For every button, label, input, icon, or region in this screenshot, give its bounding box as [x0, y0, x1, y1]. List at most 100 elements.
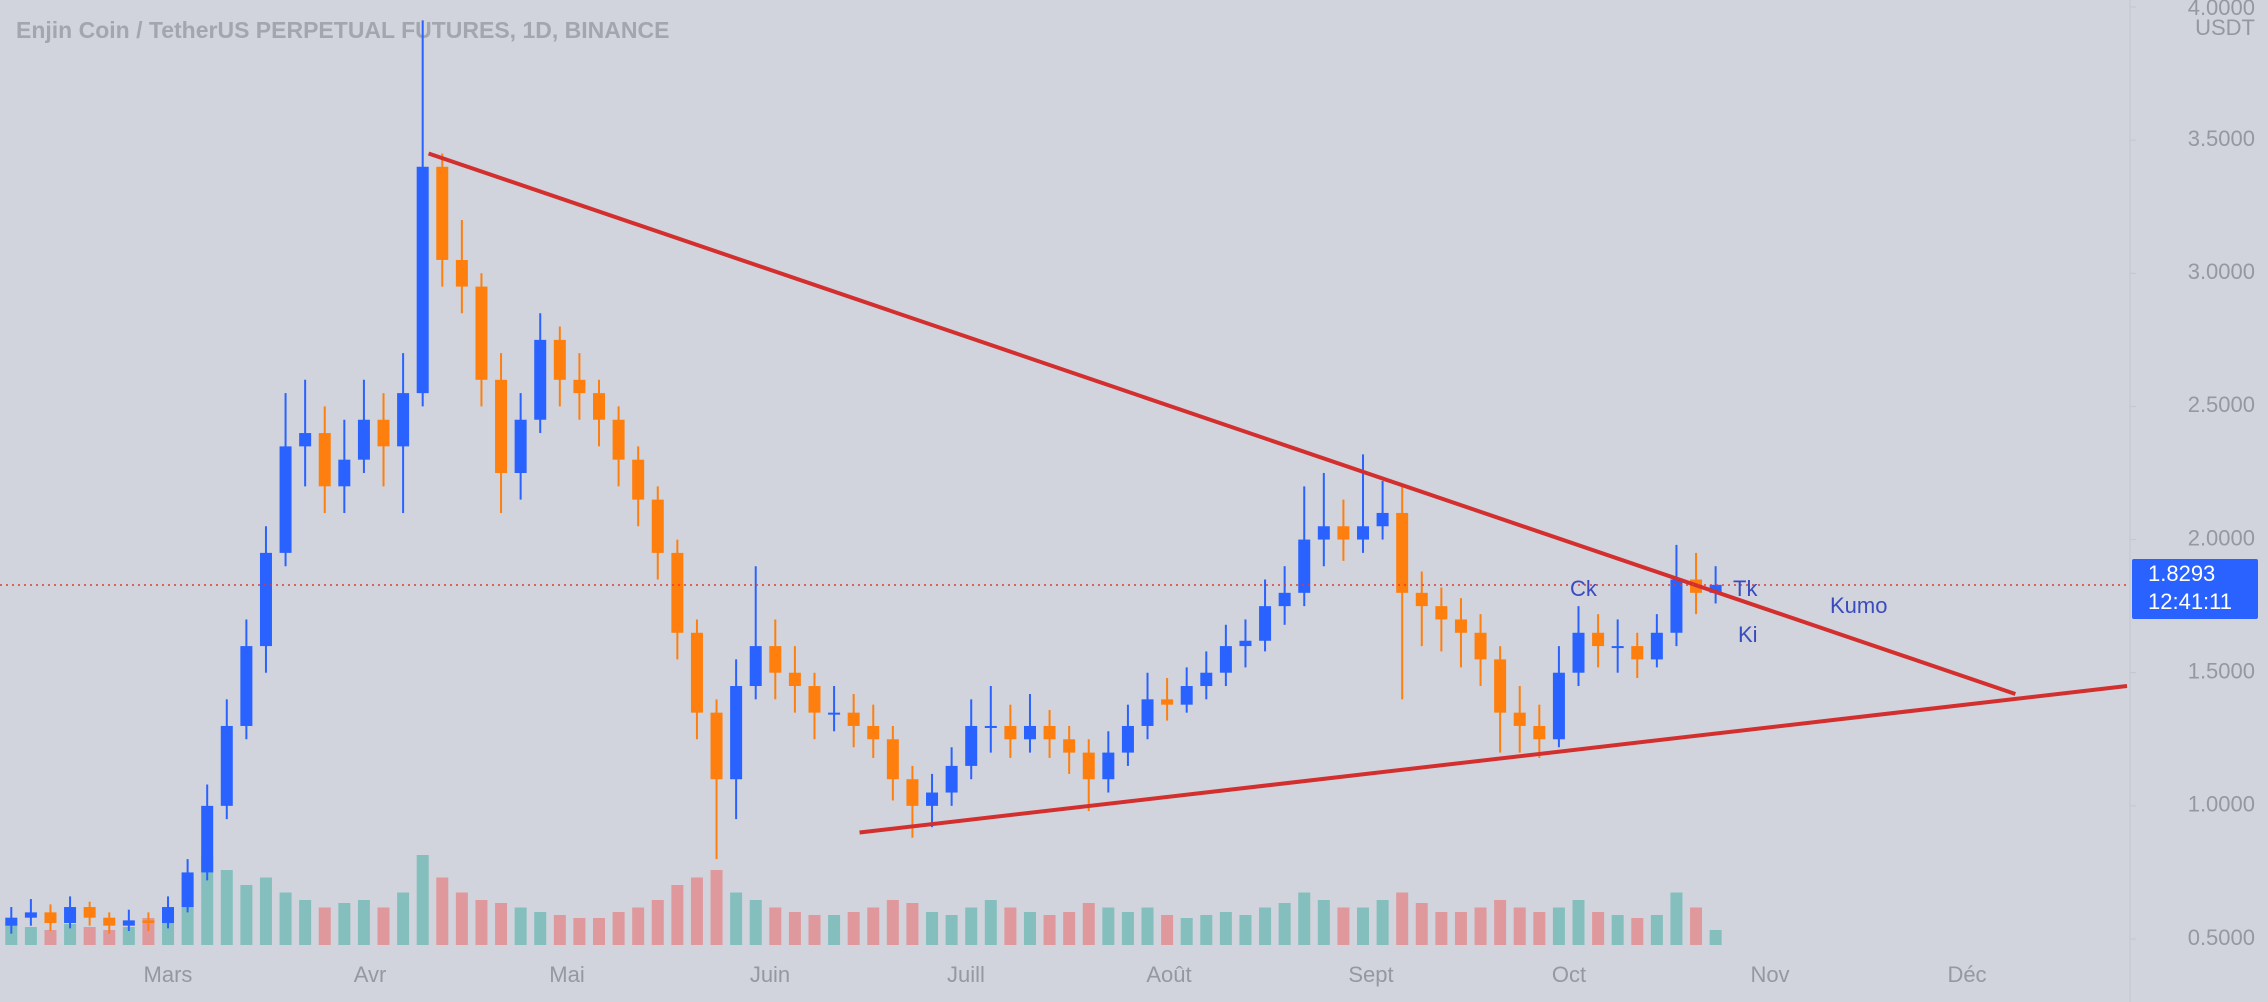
candle-body [1121, 725, 1134, 753]
y-tick-label: 2.5000 [2188, 392, 2255, 417]
trendline [427, 151, 2017, 696]
candle-body [1631, 646, 1644, 660]
candle-body [1435, 606, 1448, 620]
candle-body [1278, 592, 1291, 607]
volume-bar [1239, 915, 1252, 945]
x-tick-label: Mai [549, 962, 584, 987]
volume-bar [1631, 918, 1644, 945]
candle-body [632, 459, 645, 500]
volume-bar [593, 918, 605, 945]
candle-body [338, 459, 351, 487]
volume-bar [1023, 912, 1036, 945]
volume-bar [495, 903, 508, 945]
candle-body [279, 446, 292, 553]
volume-bar [1004, 907, 1017, 945]
candle-body [495, 379, 508, 473]
candle-body [1709, 584, 1722, 593]
volume-bar [103, 930, 116, 945]
candle-body [44, 912, 57, 924]
candle-body [1023, 725, 1036, 740]
volume-bar [906, 903, 919, 945]
candle-body [397, 393, 410, 447]
annotation: Tk [1733, 576, 1758, 601]
y-tick-label: 2.0000 [2188, 525, 2255, 550]
volume-bar [1592, 912, 1605, 945]
candle-body [1572, 632, 1585, 673]
volume-bar [945, 915, 958, 945]
candle-body [259, 552, 272, 647]
volume-bar [1259, 907, 1272, 945]
candle-body [181, 872, 194, 908]
candle-body [710, 712, 723, 780]
volume-bar [1121, 912, 1134, 945]
volume-bar [1513, 907, 1526, 945]
candle-body [984, 725, 997, 728]
volume-bar [1690, 907, 1703, 945]
volume-bar [299, 900, 312, 945]
candle-body [1415, 592, 1428, 607]
volume-bar [730, 892, 743, 945]
candle-body [651, 499, 664, 553]
candle-body [1004, 725, 1017, 740]
volume-bar [514, 907, 527, 945]
chart-title: Enjin Coin / TetherUS PERPETUAL FUTURES,… [16, 17, 669, 43]
candle-body [1454, 619, 1467, 633]
volume-bar [984, 900, 997, 945]
volume-bar [1494, 900, 1507, 945]
candle-body [1219, 646, 1232, 673]
volume-bar [1376, 900, 1389, 945]
volume-bar [1357, 907, 1370, 945]
volume-bar [1063, 912, 1076, 945]
volume-bar [122, 927, 135, 945]
candle-body [612, 419, 625, 460]
volume-bar [436, 877, 449, 945]
volume-bar [1396, 892, 1409, 945]
volume-bar [1650, 915, 1663, 945]
candle-body [965, 725, 978, 766]
candle-body [769, 646, 782, 673]
candle-body [828, 712, 841, 715]
volume-bar [1533, 912, 1546, 945]
volume-bar [965, 907, 978, 945]
candle-body [847, 712, 860, 726]
annotation: Ki [1738, 622, 1758, 647]
volume-bar [1082, 903, 1095, 945]
candle-body [436, 166, 449, 260]
x-tick-label: Sept [1348, 962, 1393, 987]
candle-body [1513, 712, 1526, 726]
candle-body [593, 393, 605, 420]
candle-body [1474, 632, 1487, 660]
volume-bar [867, 907, 880, 945]
candle-body [926, 792, 939, 806]
candle-body [1239, 640, 1252, 647]
volume-bar [455, 892, 468, 945]
volume-bar [534, 912, 547, 945]
volume-bar [1337, 907, 1350, 945]
candle-body [1043, 725, 1056, 740]
volume-bar [1161, 915, 1174, 945]
volume-bar [1415, 903, 1428, 945]
candle-body [142, 920, 155, 924]
countdown: 12:41:11 [2148, 589, 2232, 614]
volume-bar [926, 912, 939, 945]
volume-bar [5, 922, 18, 945]
volume-bar [397, 892, 410, 945]
candle-body [906, 779, 919, 806]
candle-body [220, 725, 233, 806]
volume-bar [1043, 915, 1056, 945]
volume-bar [632, 907, 645, 945]
y-tick-label: 1.5000 [2188, 659, 2255, 684]
candle-body [1102, 752, 1115, 780]
volume-bar [416, 855, 429, 945]
volume-bar [1474, 907, 1487, 945]
candle-body [1200, 672, 1213, 687]
volume-bar [1454, 912, 1467, 945]
volume-bar [240, 885, 253, 945]
y-tick-label: 4.0000 [2188, 0, 2255, 20]
volume-bar [1141, 907, 1154, 945]
candle-body [690, 632, 703, 713]
candle-body [5, 917, 18, 926]
candle-body [1650, 632, 1663, 660]
